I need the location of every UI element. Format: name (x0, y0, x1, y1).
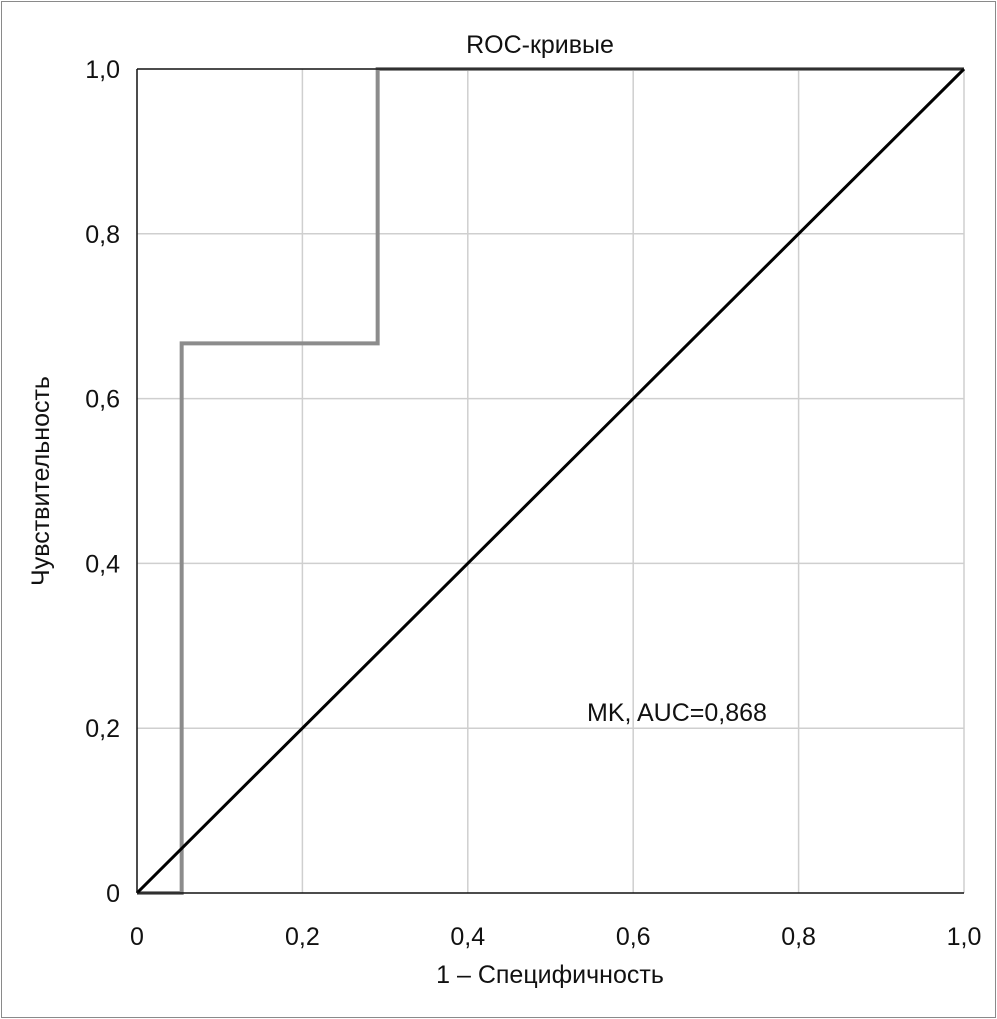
y-tick-label: 0,8 (85, 221, 120, 249)
y-tick-label: 0 (106, 880, 120, 908)
x-tick-label: 1,0 (947, 923, 982, 951)
axes (136, 68, 964, 894)
chart-title: ROC-кривые (466, 31, 614, 59)
auc-annotation: MK, AUC=0,868 (587, 699, 767, 727)
y-tick-label: 0,4 (85, 550, 120, 578)
x-axis-label: 1 – Специфичность (436, 961, 664, 989)
tick-labels: 00 0,2 0,2 0,4 0,4 0,6 0,6 0,8 0,8 1,0 1,0 (85, 56, 981, 951)
x-tick-label: 0,8 (781, 923, 816, 951)
x-tick-label: 0,4 (450, 923, 485, 951)
grid (137, 69, 965, 893)
y-tick-label: 1,0 (85, 56, 120, 84)
series-line-reference (135, 67, 966, 895)
x-tick-label: 0 (130, 923, 144, 951)
y-tick-label: 0,2 (85, 715, 120, 743)
y-axis-label: Чувствительность (27, 376, 55, 586)
x-tick-label: 0,6 (616, 923, 651, 951)
series-group (135, 67, 966, 895)
x-tick-label: 0,2 (285, 923, 320, 951)
y-tick-label: 0,6 (85, 386, 120, 414)
